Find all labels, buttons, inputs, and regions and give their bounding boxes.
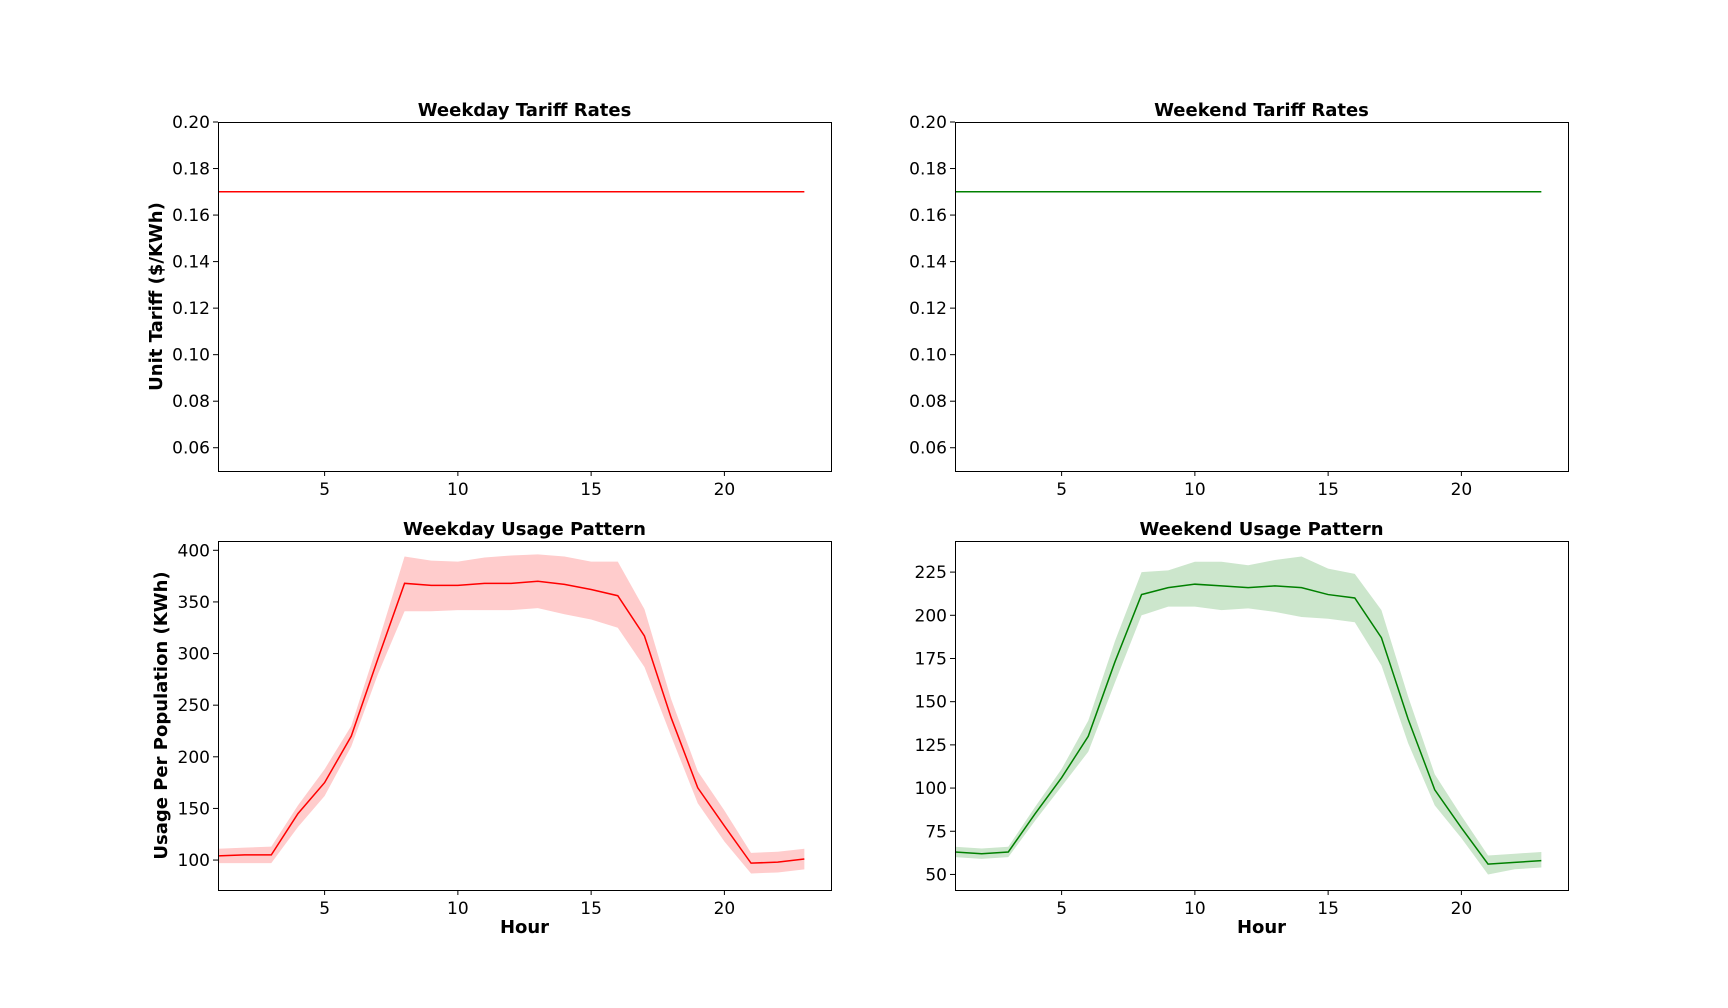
weekend-usage-y-tick-label: 100 (915, 779, 947, 799)
weekend-tariff-x-tick-label: 10 (1184, 480, 1206, 500)
weekend-tariff-y-tick-label: 0.16 (909, 206, 947, 226)
weekday-usage-y-ticks: 100 150 200 250 300 350 400 (178, 541, 218, 871)
weekend-usage-y-tick-label: 200 (915, 606, 947, 626)
weekend-usage-y-tick-label: 125 (915, 736, 947, 756)
weekday-usage-x-tick-label: 10 (447, 899, 469, 919)
weekday-tariff-x-tick-label: 20 (714, 480, 736, 500)
weekday-usage-x-tick-label: 5 (319, 899, 330, 919)
weekday-usage-title: Weekday Usage Pattern (403, 519, 646, 540)
weekday-tariff-y-tick-label: 0.12 (172, 299, 210, 319)
weekend-tariff-x-ticks: 5 10 15 20 (1056, 471, 1472, 500)
weekend-usage-series-line (954, 583, 1542, 865)
weekday-usage-y-tick-label: 100 (178, 851, 210, 871)
weekend-tariff-chart: Weekend Tariff Rates 0.06 0.08 0.10 0.12 0.1… (909, 100, 1569, 500)
weekend-usage-title: Weekend Usage Pattern (1139, 519, 1383, 540)
weekday-usage-ylabel: Usage Per Population (KWh) (151, 571, 172, 859)
weekday-tariff-x-tick-label: 15 (580, 480, 602, 500)
weekday-tariff-x-tick-label: 5 (319, 480, 330, 500)
weekend-tariff-y-tick-label: 0.08 (909, 392, 947, 412)
weekday-usage-x-tick-label: 20 (714, 899, 736, 919)
weekday-tariff-y-tick-label: 0.16 (172, 206, 210, 226)
weekend-usage-y-tick-label: 75 (925, 822, 947, 842)
weekend-tariff-title: Weekend Tariff Rates (1154, 100, 1369, 121)
weekday-usage-chart: Weekday Usage Pattern Usage Per Populati… (151, 519, 832, 938)
weekday-tariff-y-tick-label: 0.10 (172, 346, 210, 366)
weekend-usage-x-tick-label: 5 (1056, 899, 1067, 919)
weekend-tariff-x-tick-label: 5 (1056, 480, 1067, 500)
weekend-usage-frame (955, 541, 1569, 891)
weekday-usage-series-line (217, 580, 805, 864)
weekend-usage-y-tick-label: 50 (925, 865, 947, 885)
weekday-tariff-y-tick-label: 0.14 (172, 253, 210, 273)
weekday-tariff-chart: Weekday Tariff Rates Unit Tariff ($/KWh)… (146, 100, 832, 500)
weekend-usage-y-tick-label: 175 (915, 649, 947, 669)
weekend-tariff-x-tick-label: 20 (1451, 480, 1473, 500)
weekday-tariff-y-tick-label: 0.20 (172, 113, 210, 133)
weekend-usage-confidence-band (955, 556, 1542, 875)
weekday-tariff-y-tick-label: 0.08 (172, 392, 210, 412)
weekday-usage-xlabel: Hour (500, 917, 549, 938)
weekday-usage-y-tick-label: 400 (178, 541, 210, 561)
weekday-usage-x-ticks: 5 10 15 20 (319, 890, 735, 919)
weekend-usage-y-tick-label: 225 (915, 563, 947, 583)
weekday-tariff-y-ticks: 0.06 0.08 0.10 0.12 0.14 0.16 0.18 0.20 (172, 113, 218, 459)
weekend-tariff-x-tick-label: 15 (1317, 480, 1339, 500)
weekend-usage-plot-area (954, 556, 1542, 875)
weekday-usage-x-tick-label: 15 (580, 899, 602, 919)
weekend-tariff-y-tick-label: 0.20 (909, 113, 947, 133)
weekend-tariff-y-tick-label: 0.06 (909, 439, 947, 459)
weekend-usage-y-tick-label: 150 (915, 693, 947, 713)
weekday-usage-y-tick-label: 250 (178, 696, 210, 716)
weekday-usage-y-tick-label: 350 (178, 593, 210, 613)
weekend-tariff-y-tick-label: 0.10 (909, 346, 947, 366)
weekend-usage-x-tick-label: 15 (1317, 899, 1339, 919)
weekend-usage-xlabel: Hour (1237, 917, 1286, 938)
weekday-usage-plot-area (217, 554, 805, 874)
weekday-usage-y-tick-label: 300 (178, 645, 210, 665)
weekend-usage-x-ticks: 5 10 15 20 (1056, 890, 1472, 919)
weekend-tariff-y-tick-label: 0.18 (909, 160, 947, 180)
weekday-usage-y-tick-label: 150 (178, 799, 210, 819)
weekend-tariff-frame (955, 122, 1569, 472)
weekday-tariff-x-tick-label: 10 (447, 480, 469, 500)
weekend-usage-x-tick-label: 20 (1451, 899, 1473, 919)
weekday-tariff-x-ticks: 5 10 15 20 (319, 471, 735, 500)
weekday-tariff-y-tick-label: 0.06 (172, 439, 210, 459)
weekend-tariff-y-tick-label: 0.12 (909, 299, 947, 319)
weekend-tariff-y-tick-label: 0.14 (909, 253, 947, 273)
weekend-usage-chart: Weekend Usage Pattern Hour 50 75 100 125 150… (915, 519, 1569, 938)
weekday-usage-confidence-band (218, 554, 805, 874)
weekend-tariff-y-ticks: 0.06 0.08 0.10 0.12 0.14 0.16 0.18 0.20 (909, 113, 955, 459)
weekday-usage-y-tick-label: 200 (178, 748, 210, 768)
weekday-tariff-y-tick-label: 0.18 (172, 160, 210, 180)
weekday-usage-frame (218, 541, 832, 891)
weekday-tariff-title: Weekday Tariff Rates (418, 100, 632, 121)
weekday-tariff-ylabel: Unit Tariff ($/KWh) (146, 202, 167, 391)
weekend-usage-x-tick-label: 10 (1184, 899, 1206, 919)
weekend-usage-y-ticks: 50 75 100 125 150 175 200 225 (915, 563, 955, 885)
weekday-tariff-frame (218, 122, 832, 472)
